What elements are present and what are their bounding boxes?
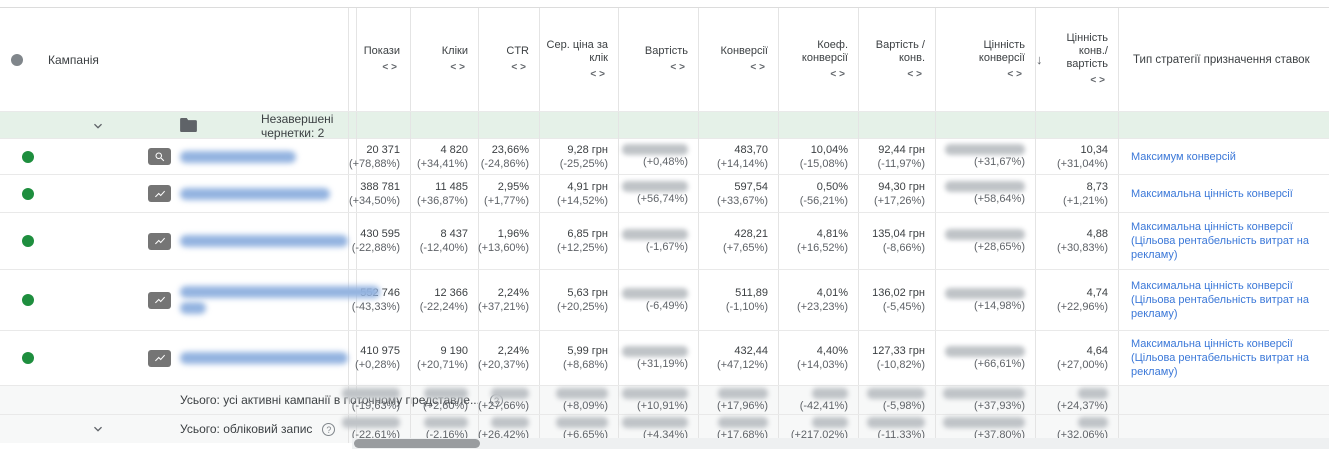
redacted-value — [556, 387, 608, 399]
redacted-value — [1078, 416, 1108, 428]
redacted-value — [945, 144, 1025, 155]
redacted-value — [718, 387, 768, 399]
redacted-value — [812, 387, 848, 399]
drafts-group-label[interactable]: Незавершені чернетки: 2 — [261, 112, 334, 140]
bid-strategy-link[interactable]: Максимальна цінність конверсії (Цільова … — [1118, 270, 1329, 330]
horizontal-scrollbar[interactable] — [352, 438, 1329, 449]
redacted-value — [342, 387, 400, 399]
redacted-value — [945, 228, 1025, 240]
campaign-row: 410 975 (+0,28%) 9 190 (+20,71%) 2,24% (+20… — [0, 330, 1329, 385]
redacted-value — [943, 387, 1025, 399]
expand-chevron-icon[interactable] — [88, 419, 108, 439]
status-enabled-dot[interactable] — [22, 352, 34, 364]
column-header-impressions[interactable]: Покази <> — [356, 8, 410, 111]
column-header-ctr[interactable]: CTR <> — [478, 8, 539, 111]
performance-max-icon — [148, 185, 171, 202]
redacted-value — [867, 387, 925, 399]
compare-range-icon[interactable]: <> — [907, 68, 925, 80]
redacted-value — [945, 287, 1025, 299]
redacted-value — [622, 345, 688, 357]
column-header-avg-cpc[interactable]: Сер. ціна за клік <> — [539, 8, 618, 111]
compare-range-icon[interactable]: <> — [382, 62, 400, 73]
redacted-value — [622, 144, 688, 155]
campaign-name-link[interactable] — [180, 286, 380, 314]
compare-range-icon[interactable]: <> — [750, 62, 768, 73]
campaign-name-link[interactable] — [180, 352, 348, 364]
redacted-value — [342, 416, 400, 428]
column-header-cost-per-conv[interactable]: Вартість / конв. <> — [858, 8, 935, 111]
redacted-value — [424, 416, 468, 428]
redacted-value — [945, 181, 1025, 192]
redacted-value — [1078, 387, 1108, 399]
totals-label: Усього: усі активні кампанії в поточному… — [180, 393, 480, 407]
horizontal-scrollbar-thumb[interactable] — [354, 439, 480, 448]
column-header-bid-strategy-type[interactable]: Тип стратегії призначення ставок — [1118, 8, 1329, 111]
redacted-value — [424, 387, 468, 399]
redacted-value — [867, 416, 925, 428]
bid-strategy-link[interactable]: Максимум конверсій — [1118, 139, 1329, 174]
redacted-value — [556, 416, 608, 428]
redacted-value — [622, 228, 688, 240]
performance-max-icon — [148, 291, 171, 309]
compare-range-icon[interactable]: <> — [1090, 75, 1108, 86]
collapse-chevron-icon[interactable] — [88, 116, 108, 136]
totals-current-view-row: Усього: усі активні кампанії в поточному… — [0, 385, 1329, 414]
help-icon[interactable]: ? — [322, 422, 336, 436]
compare-range-icon[interactable]: <> — [450, 62, 468, 73]
redacted-value — [943, 416, 1025, 428]
campaign-name-link[interactable] — [180, 187, 330, 200]
redacted-value — [622, 287, 688, 299]
redacted-value — [718, 416, 768, 428]
redacted-value — [945, 345, 1025, 357]
column-header-clicks[interactable]: Кліки <> — [410, 8, 478, 111]
bid-strategy-link[interactable]: Максимальна цінність конверсії (Цільова … — [1118, 331, 1329, 385]
search-campaign-icon — [148, 148, 171, 165]
status-enabled-dot[interactable] — [22, 187, 34, 200]
frozen-column-gutter — [348, 8, 356, 111]
compare-range-icon[interactable]: <> — [511, 62, 529, 73]
redacted-value — [812, 416, 848, 428]
status-enabled-dot[interactable] — [22, 235, 34, 247]
campaign-row: 430 595 (-22,88%) 8 437 (-12,40%) 1,96% (+1… — [0, 212, 1329, 269]
compare-range-icon[interactable]: <> — [670, 62, 688, 73]
status-enabled-dot[interactable] — [22, 150, 34, 163]
redacted-value — [491, 387, 529, 399]
table-header-row: Кампанія Покази <> Кліки <> CTR <> Сер. … — [0, 8, 1329, 111]
campaign-name-link[interactable] — [180, 150, 296, 163]
compare-range-icon[interactable]: <> — [1007, 68, 1025, 80]
campaign-name-link[interactable] — [180, 235, 348, 247]
redacted-value — [622, 181, 688, 192]
campaign-row: 388 781 (+34,50%) 11 485 (+36,87%) 2,95% (+… — [0, 174, 1329, 212]
performance-max-icon — [148, 349, 171, 367]
column-header-cost[interactable]: Вартість <> — [618, 8, 698, 111]
campaigns-table: Кампанія Покази <> Кліки <> CTR <> Сер. … — [0, 7, 1329, 443]
status-column-header[interactable] — [0, 8, 40, 111]
status-circle-icon — [11, 53, 23, 66]
sort-descending-icon: ↓ — [1036, 52, 1043, 67]
compare-range-icon[interactable]: <> — [590, 68, 608, 80]
bid-strategy-link[interactable]: Максимальна цінність конверсії — [1118, 175, 1329, 212]
performance-max-icon — [148, 232, 171, 250]
status-enabled-dot[interactable] — [22, 294, 34, 306]
campaign-row: 552 746 (-43,33%) 12 366 (-22,24%) 2,24% (+… — [0, 269, 1329, 330]
column-header-conv-value-per-cost[interactable]: ↓ Цінність конв./ вартість <> — [1035, 8, 1118, 111]
redacted-value — [622, 387, 688, 399]
column-header-conversions[interactable]: Конверсії <> — [698, 8, 778, 111]
redacted-value — [491, 416, 529, 428]
redacted-value — [622, 416, 688, 428]
column-header-campaign[interactable]: Кампанія — [48, 52, 99, 67]
column-header-conv-value[interactable]: Цінність конверсії <> — [935, 8, 1035, 111]
drafts-group-row: Незавершені чернетки: 2 — [0, 111, 1329, 140]
bid-strategy-link[interactable]: Максимальна цінність конверсії (Цільова … — [1118, 213, 1329, 269]
folder-icon — [180, 117, 197, 135]
totals-label: Усього: обліковий запис — [180, 422, 313, 436]
compare-range-icon[interactable]: <> — [830, 68, 848, 80]
column-header-conv-rate[interactable]: Коеф. конверсії <> — [778, 8, 858, 111]
campaign-row: 20 371 (+78,88%) 4 820 (+34,41%) 23,66% (-2… — [0, 138, 1329, 174]
